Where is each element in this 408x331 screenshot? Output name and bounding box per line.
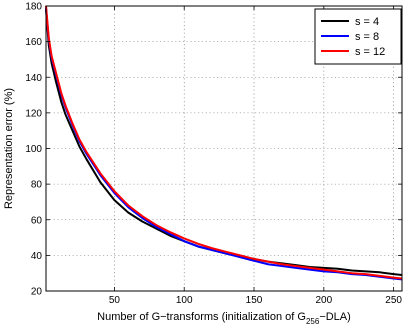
x-axis-title: Number of G−transforms (initialization o… [97, 311, 351, 326]
y-tick-label: 40 [31, 251, 43, 262]
x-tick-label: 50 [109, 295, 121, 306]
x-axis-title-subscript: 256 [306, 317, 320, 326]
y-tick-label: 20 [31, 287, 43, 298]
y-tick-label: 80 [31, 180, 43, 191]
y-tick-label: 60 [31, 215, 43, 226]
tick-labels: 50 100 150 200 250 20 40 60 80 100 120 140 160 180 [25, 2, 402, 307]
legend: s = 4 s = 8 s = 12 [314, 8, 402, 65]
legend-label: s = 4 [355, 16, 379, 28]
y-axis-title: Representation error (%) [3, 88, 15, 209]
x-tick-label: 150 [246, 295, 263, 306]
x-axis-title-suffix: −DLA) [319, 311, 351, 323]
y-tick-label: 140 [25, 73, 42, 84]
y-tick-label: 180 [25, 2, 42, 13]
x-tick-label: 200 [315, 295, 332, 306]
series-lines [45, 5, 403, 281]
legend-label: s = 8 [355, 31, 379, 43]
y-tick-label: 100 [25, 144, 42, 155]
x-tick-label: 100 [176, 295, 193, 306]
legend-label: s = 12 [355, 46, 385, 58]
x-axis-title-main: Number of G−transforms (initialization o… [97, 311, 306, 323]
x-tick-label: 250 [385, 295, 402, 306]
y-tick-label: 160 [25, 37, 42, 48]
series-line-s-12 [45, 5, 403, 280]
y-tick-label: 120 [25, 108, 42, 119]
